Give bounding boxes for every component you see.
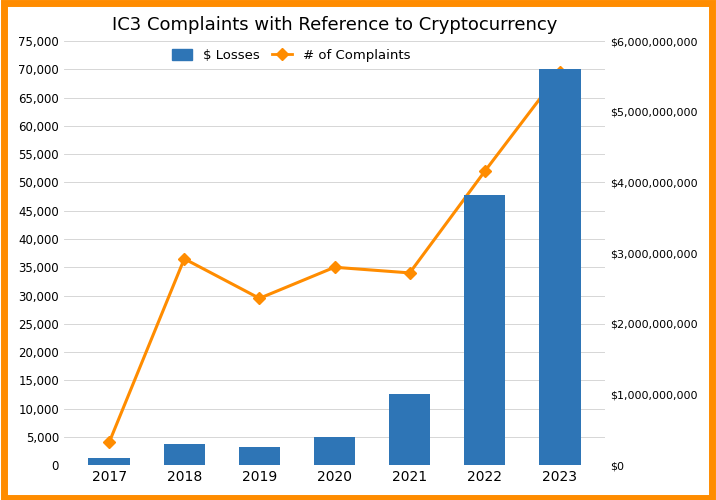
Bar <box>89 458 130 465</box>
# of Complaints <box>480 168 489 174</box>
# of Complaints <box>255 296 263 302</box>
# of Complaints <box>330 264 339 270</box>
Legend: $ Losses, # of Complaints: $ Losses, # of Complaints <box>167 44 415 67</box>
# of Complaints <box>105 440 113 446</box>
# of Complaints <box>556 70 564 75</box>
# of Complaints <box>405 270 414 276</box>
Bar <box>464 195 505 465</box>
Bar <box>238 448 280 465</box>
Line: # of Complaints: # of Complaints <box>105 68 564 446</box>
Bar <box>314 437 355 465</box>
Title: IC3 Complaints with Reference to Cryptocurrency: IC3 Complaints with Reference to Cryptoc… <box>112 16 557 34</box>
Bar <box>389 394 430 465</box>
Bar <box>164 444 205 465</box>
# of Complaints <box>180 256 188 262</box>
Bar <box>539 70 581 465</box>
